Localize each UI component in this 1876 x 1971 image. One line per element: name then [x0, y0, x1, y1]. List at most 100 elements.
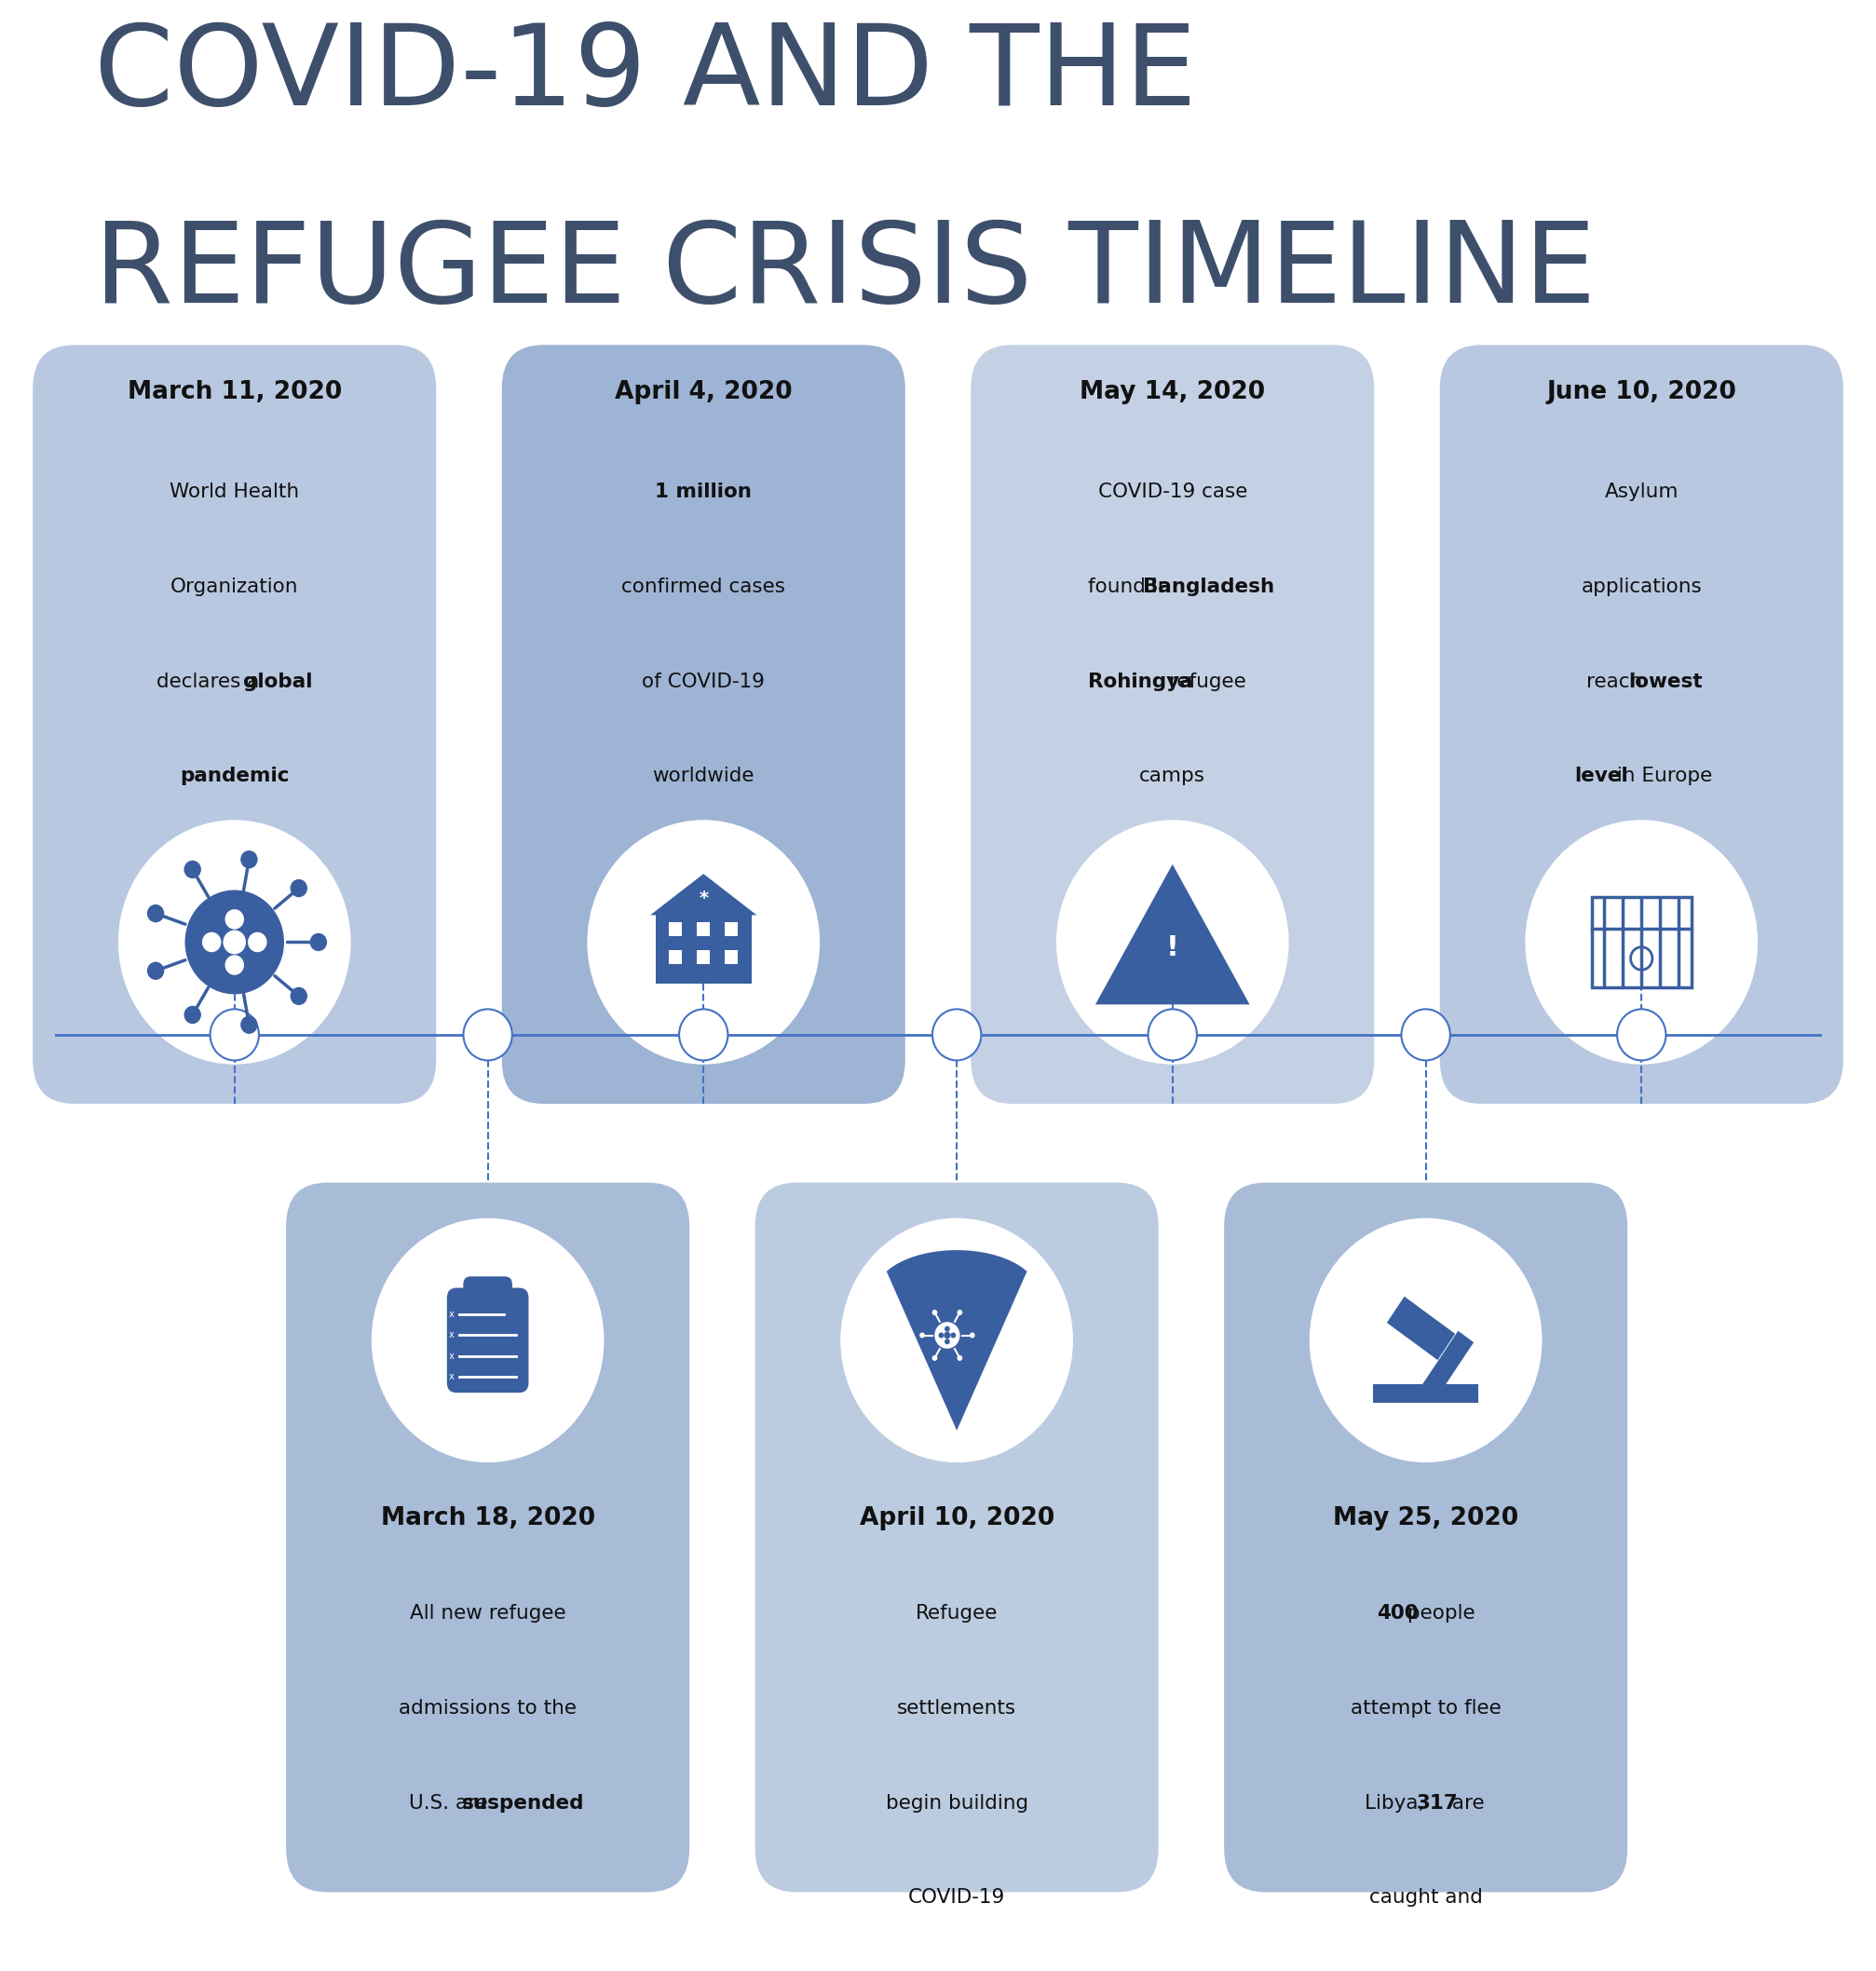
Text: 1 million: 1 million — [655, 483, 752, 501]
FancyBboxPatch shape — [503, 345, 906, 1104]
Text: x: x — [448, 1352, 454, 1360]
Circle shape — [248, 932, 266, 952]
Circle shape — [146, 905, 165, 922]
Text: pandemic: pandemic — [180, 767, 289, 784]
Circle shape — [210, 1009, 259, 1060]
FancyBboxPatch shape — [670, 922, 683, 936]
Polygon shape — [651, 873, 756, 915]
FancyBboxPatch shape — [1223, 1183, 1626, 1892]
Text: March 11, 2020: March 11, 2020 — [128, 380, 341, 404]
Text: refugee: refugee — [1163, 672, 1246, 690]
Circle shape — [146, 962, 165, 980]
Text: suspended: suspended — [461, 1794, 585, 1811]
Text: level: level — [1574, 767, 1628, 784]
Circle shape — [1056, 820, 1289, 1064]
Text: reach: reach — [1587, 672, 1649, 690]
Circle shape — [240, 850, 257, 869]
FancyBboxPatch shape — [446, 1287, 529, 1393]
Polygon shape — [1096, 863, 1249, 1005]
Text: admissions to the: admissions to the — [400, 1699, 576, 1717]
Circle shape — [944, 1326, 949, 1332]
Circle shape — [225, 956, 244, 976]
Text: April 10, 2020: April 10, 2020 — [859, 1506, 1054, 1529]
Text: U.S. are: U.S. are — [409, 1794, 495, 1811]
Text: begin building: begin building — [885, 1794, 1028, 1811]
Text: April 4, 2020: April 4, 2020 — [615, 380, 792, 404]
Text: applications: applications — [1581, 578, 1702, 595]
FancyBboxPatch shape — [1441, 345, 1842, 1104]
FancyBboxPatch shape — [655, 915, 752, 984]
FancyBboxPatch shape — [724, 950, 737, 964]
Circle shape — [957, 1356, 962, 1360]
Circle shape — [291, 879, 308, 897]
Text: March 18, 2020: March 18, 2020 — [381, 1506, 595, 1529]
Circle shape — [463, 1009, 512, 1060]
Circle shape — [1309, 1218, 1542, 1462]
Text: Rohingya: Rohingya — [1088, 672, 1193, 690]
Text: COVID-19 AND THE: COVID-19 AND THE — [94, 20, 1197, 128]
Circle shape — [587, 820, 820, 1064]
Text: Libya,: Libya, — [1364, 1794, 1431, 1811]
Text: Asylum: Asylum — [1604, 483, 1679, 501]
FancyBboxPatch shape — [724, 922, 737, 936]
Text: !: ! — [1167, 934, 1178, 960]
Text: people: people — [1401, 1604, 1475, 1622]
Circle shape — [1148, 1009, 1197, 1060]
Circle shape — [932, 1356, 938, 1360]
Circle shape — [184, 1005, 201, 1023]
FancyBboxPatch shape — [287, 1183, 690, 1892]
Text: camps: camps — [1139, 767, 1206, 784]
Polygon shape — [1386, 1297, 1456, 1360]
FancyBboxPatch shape — [698, 922, 709, 936]
Circle shape — [186, 891, 283, 993]
Circle shape — [840, 1218, 1073, 1462]
Text: June 10, 2020: June 10, 2020 — [1546, 380, 1737, 404]
Text: of COVID-19: of COVID-19 — [642, 672, 765, 690]
Text: in Europe: in Europe — [1610, 767, 1713, 784]
Text: All new refugee: All new refugee — [409, 1604, 567, 1622]
Circle shape — [310, 932, 326, 952]
Circle shape — [932, 1309, 938, 1315]
Text: are: are — [1446, 1794, 1484, 1811]
Circle shape — [957, 1309, 962, 1315]
Circle shape — [944, 1332, 951, 1338]
Text: global: global — [244, 672, 313, 690]
FancyBboxPatch shape — [754, 1183, 1159, 1892]
Circle shape — [291, 987, 308, 1005]
Text: x: x — [448, 1309, 454, 1319]
Circle shape — [919, 1332, 925, 1338]
Text: Bangladesh: Bangladesh — [1142, 578, 1274, 595]
Text: found in: found in — [1088, 578, 1176, 595]
Text: May 25, 2020: May 25, 2020 — [1334, 1506, 1518, 1529]
Text: lowest: lowest — [1628, 672, 1702, 690]
Text: caught and: caught and — [1369, 1888, 1482, 1906]
Circle shape — [1525, 820, 1758, 1064]
FancyBboxPatch shape — [670, 950, 683, 964]
Circle shape — [938, 1332, 944, 1338]
Text: 400: 400 — [1377, 1604, 1418, 1622]
Circle shape — [944, 1338, 949, 1344]
Text: COVID-19 case: COVID-19 case — [1097, 483, 1248, 501]
FancyBboxPatch shape — [698, 950, 709, 964]
Circle shape — [951, 1332, 957, 1338]
Text: attempt to flee: attempt to flee — [1351, 1699, 1501, 1717]
Text: COVID-19: COVID-19 — [908, 1888, 1006, 1906]
Text: settlements: settlements — [897, 1699, 1017, 1717]
Circle shape — [970, 1332, 976, 1338]
Text: *: * — [698, 889, 709, 907]
Text: worldwide: worldwide — [653, 767, 754, 784]
Circle shape — [225, 909, 244, 928]
Polygon shape — [1420, 1330, 1475, 1399]
Circle shape — [223, 930, 246, 954]
Circle shape — [184, 861, 201, 879]
Text: declares a: declares a — [156, 672, 265, 690]
Text: Refugee: Refugee — [915, 1604, 998, 1622]
Circle shape — [932, 1009, 981, 1060]
Circle shape — [1617, 1009, 1666, 1060]
FancyBboxPatch shape — [34, 345, 435, 1104]
FancyBboxPatch shape — [463, 1277, 512, 1295]
Text: confirmed cases: confirmed cases — [621, 578, 786, 595]
Text: 317: 317 — [1416, 1794, 1458, 1811]
Circle shape — [240, 1015, 257, 1035]
Polygon shape — [887, 1250, 1026, 1431]
